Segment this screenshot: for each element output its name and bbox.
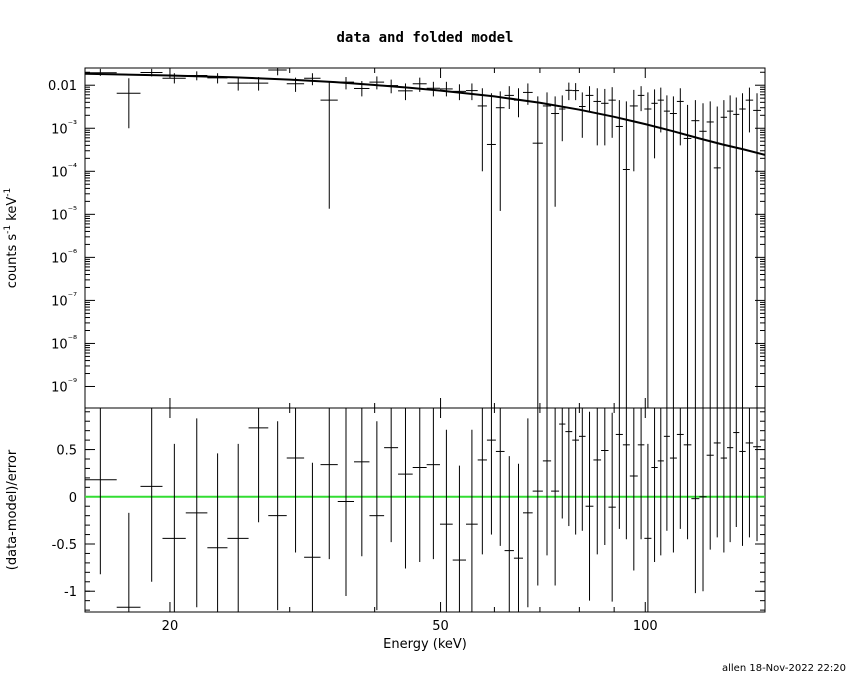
y-tick-label: 10⁻³ bbox=[51, 119, 77, 137]
y-tick-label: 10⁻⁷ bbox=[51, 291, 77, 309]
y-tick-label: 0.5 bbox=[56, 444, 77, 459]
x-tick-label: 50 bbox=[432, 619, 449, 634]
upper-frame bbox=[84, 67, 766, 409]
y-tick-label: 10⁻⁴ bbox=[51, 162, 77, 180]
y-tick-label: 0 bbox=[69, 491, 77, 506]
x-tick-label: 100 bbox=[633, 619, 658, 634]
x-axis-label: Energy (keV) bbox=[383, 637, 467, 652]
chart-title: data and folded model bbox=[336, 30, 514, 46]
y-tick-label: 10⁻⁶ bbox=[51, 248, 77, 266]
lower-frame bbox=[84, 407, 766, 613]
y-tick-label: -1 bbox=[64, 585, 77, 600]
footer-timestamp: allen 18-Nov-2022 22:20 bbox=[722, 663, 846, 674]
y-tick-label: 10⁻⁵ bbox=[51, 205, 77, 223]
y-tick-label: 0.01 bbox=[48, 79, 77, 94]
y-tick-label: 10⁻⁸ bbox=[51, 334, 77, 352]
axis-labels: Energy (keV) counts s-1 keV-1 (data-model)… bbox=[3, 188, 467, 652]
lower-panel: 20 50 100 0.5 0 -0.5 -1 bbox=[52, 407, 766, 634]
model-curve bbox=[84, 72, 766, 156]
y-tick-label: 10⁻⁹ bbox=[51, 377, 77, 395]
y-tick-label: -0.5 bbox=[52, 538, 77, 553]
x-tick-label: 20 bbox=[162, 619, 179, 634]
upper-panel: 0.01 10⁻³ 10⁻⁴ 10⁻⁵ 10⁻⁶ 10⁻⁷ 10⁻⁸ 10⁻⁹ bbox=[48, 67, 766, 409]
y-axis-label-upper: counts s-1 keV-1 bbox=[3, 188, 20, 288]
y-axis-label-lower: (data-model)/error bbox=[5, 449, 20, 570]
